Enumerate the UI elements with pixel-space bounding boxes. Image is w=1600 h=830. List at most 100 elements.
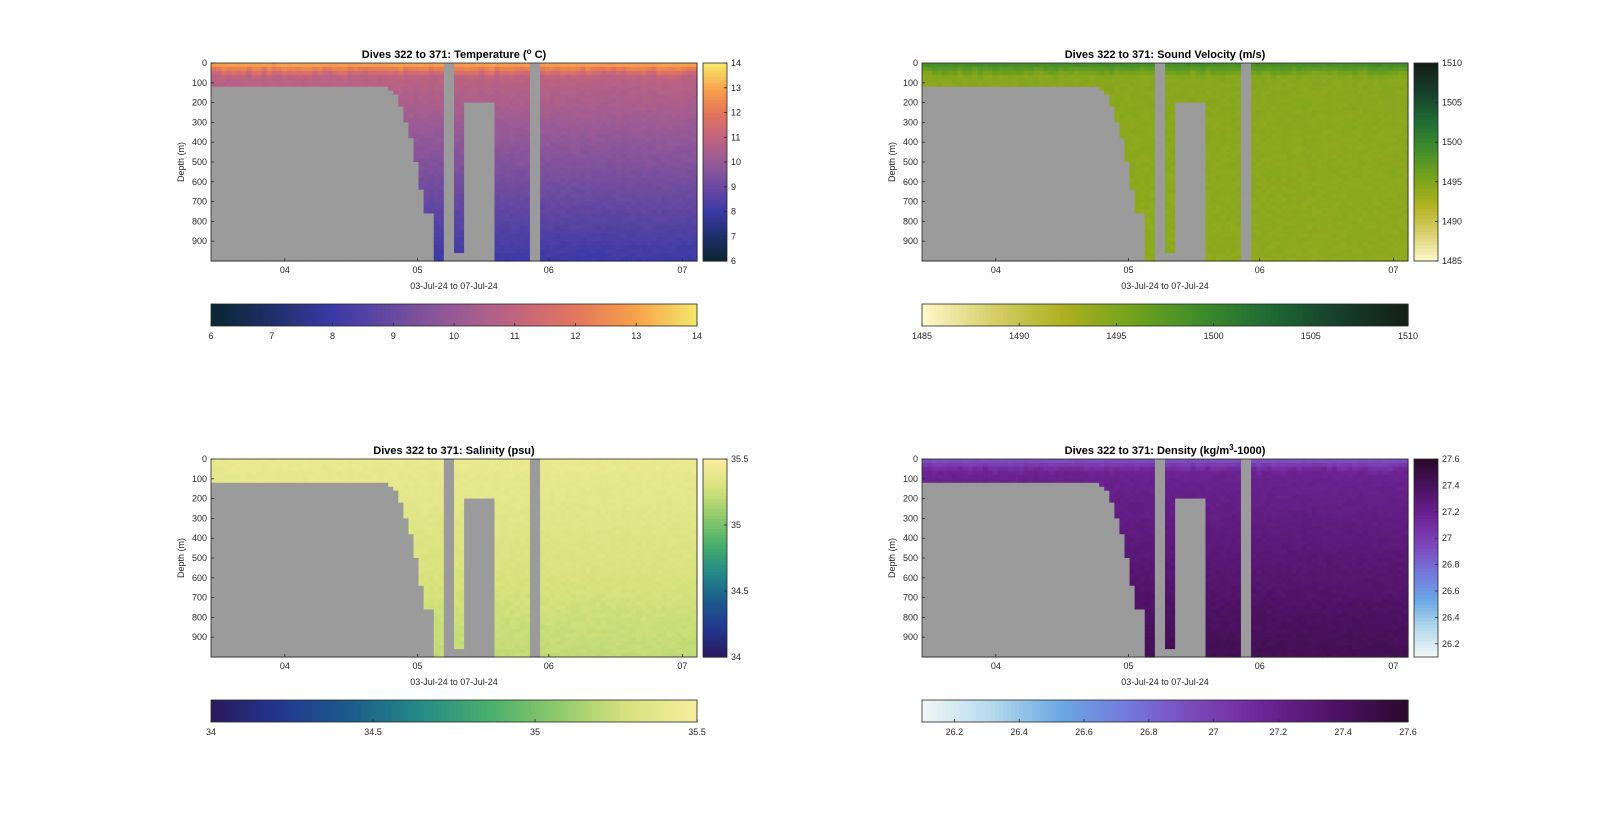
- heatmap-cell: [560, 257, 566, 262]
- heatmap-cell: [332, 233, 339, 238]
- heatmap-cell: [454, 142, 460, 147]
- heatmap-cell: [519, 106, 526, 112]
- heatmap-cell: [585, 181, 592, 187]
- heatmap-cell: [221, 78, 227, 84]
- heatmap-cell: [236, 154, 242, 159]
- heatmap-cell: [631, 66, 637, 72]
- heatmap-cell: [454, 209, 460, 215]
- heatmap-cell: [524, 241, 531, 246]
- heatmap-cell: [357, 130, 364, 135]
- heatmap-cell: [236, 126, 242, 131]
- colorbar-swatch: [235, 304, 240, 326]
- heatmap-cell: [565, 209, 572, 215]
- heatmap-cell: [433, 94, 440, 100]
- heatmap-cell: [302, 185, 308, 191]
- heatmap-cell: [256, 154, 263, 159]
- heatmap-cell: [484, 257, 491, 262]
- heatmap-cell: [464, 237, 470, 242]
- heatmap-cell: [454, 257, 460, 262]
- heatmap-cell: [413, 229, 420, 234]
- heatmap-cell: [575, 146, 582, 151]
- heatmap-cell: [231, 217, 237, 222]
- heatmap-cell: [636, 106, 642, 112]
- heatmap-cell: [580, 78, 587, 84]
- heatmap-cell: [292, 173, 298, 179]
- heatmap-cell: [646, 82, 653, 88]
- heatmap-cell: [256, 94, 263, 100]
- heatmap-cell: [499, 126, 506, 131]
- heatmap-cell: [540, 102, 546, 108]
- heatmap-cell: [494, 110, 501, 116]
- heatmap-cell: [686, 181, 693, 187]
- heatmap-cell: [636, 165, 642, 171]
- heatmap-cell: [423, 189, 430, 195]
- heatmap-cell: [580, 134, 587, 139]
- heatmap-cell: [322, 118, 329, 123]
- heatmap-cell: [256, 78, 263, 84]
- heatmap-cell: [236, 78, 242, 84]
- heatmap-cell: [605, 90, 612, 96]
- heatmap-cell: [631, 118, 637, 123]
- heatmap-cell: [292, 122, 298, 127]
- heatmap-cell: [226, 102, 232, 108]
- heatmap-cell: [221, 185, 227, 191]
- heatmap-cell: [352, 134, 359, 139]
- heatmap-cell: [337, 177, 344, 183]
- heatmap-cell: [550, 63, 556, 68]
- heatmap-cell: [373, 114, 379, 120]
- heatmap-cell: [367, 213, 374, 219]
- heatmap-cell: [560, 245, 566, 250]
- heatmap-cell: [373, 158, 379, 163]
- heatmap-cell: [686, 134, 693, 139]
- heatmap-cell: [464, 138, 470, 143]
- heatmap-cell: [236, 114, 242, 120]
- heatmap-cell: [388, 213, 394, 219]
- heatmap-cell: [286, 118, 293, 123]
- heatmap-cell: [241, 154, 248, 159]
- heatmap-cell: [226, 114, 232, 120]
- heatmap-cell: [484, 94, 491, 100]
- heatmap-cell: [489, 82, 496, 88]
- heatmap-cell: [575, 138, 582, 143]
- heatmap-cell: [347, 78, 354, 84]
- heatmap-cell: [489, 177, 496, 183]
- heatmap-cell: [676, 229, 683, 234]
- heatmap-cell: [342, 189, 349, 195]
- heatmap-cell: [676, 82, 683, 88]
- heatmap-cell: [347, 134, 354, 139]
- heatmap-cell: [226, 110, 232, 116]
- heatmap-cell: [383, 122, 389, 127]
- heatmap-cell: [519, 78, 526, 84]
- heatmap-cell: [484, 181, 491, 187]
- heatmap-cell: [616, 130, 622, 135]
- heatmap-cell: [621, 221, 627, 226]
- heatmap-cell: [271, 181, 278, 187]
- heatmap-cell: [479, 185, 485, 191]
- heatmap-cell: [403, 94, 410, 100]
- heatmap-cell: [383, 126, 389, 131]
- heatmap-cell: [292, 253, 298, 258]
- heatmap-cell: [211, 94, 217, 100]
- heatmap-cell: [454, 225, 460, 230]
- heatmap-cell: [671, 237, 678, 242]
- colorbar-swatch: [437, 304, 443, 326]
- heatmap-cell: [605, 213, 612, 219]
- heatmap-cell: [307, 106, 313, 112]
- heatmap-cell: [286, 169, 293, 175]
- heatmap-cell: [524, 78, 531, 84]
- heatmap-cell: [499, 98, 506, 104]
- heatmap-cell: [251, 253, 258, 258]
- heatmap-cell: [286, 205, 293, 211]
- heatmap-cell: [479, 162, 485, 167]
- heatmap-cell: [671, 165, 678, 171]
- heatmap-cell: [317, 130, 323, 135]
- heatmap-cell: [570, 66, 577, 72]
- heatmap-cell: [499, 162, 506, 167]
- heatmap-cell: [433, 102, 440, 108]
- heatmap-cell: [524, 146, 531, 151]
- heatmap-cell: [211, 86, 217, 92]
- heatmap-cell: [433, 205, 440, 211]
- heatmap-cell: [560, 70, 566, 76]
- heatmap-cell: [297, 138, 303, 143]
- heatmap-cell: [246, 241, 253, 246]
